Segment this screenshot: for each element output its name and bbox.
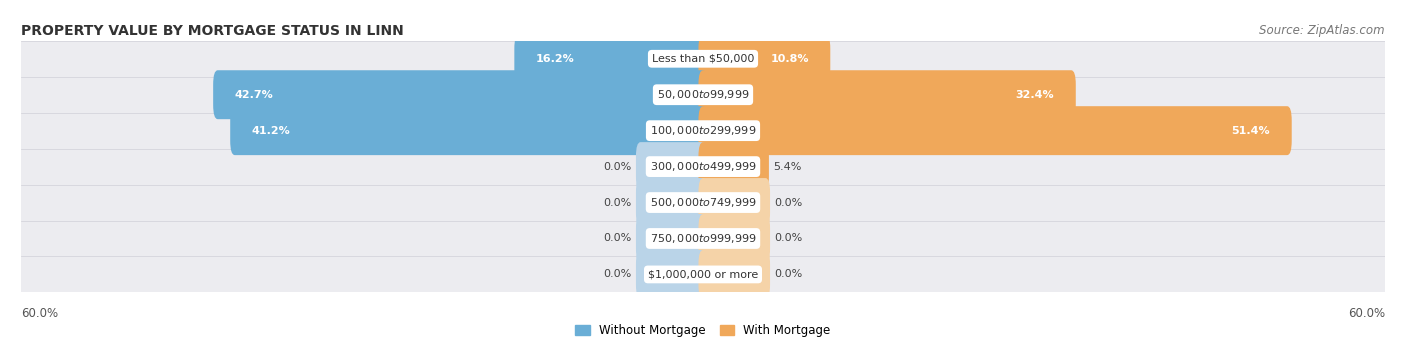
Text: $100,000 to $299,999: $100,000 to $299,999 [650, 124, 756, 137]
Text: $750,000 to $999,999: $750,000 to $999,999 [650, 232, 756, 245]
FancyBboxPatch shape [15, 51, 1391, 139]
FancyBboxPatch shape [15, 194, 1391, 283]
FancyBboxPatch shape [231, 106, 707, 155]
Text: $50,000 to $99,999: $50,000 to $99,999 [657, 88, 749, 101]
FancyBboxPatch shape [636, 142, 707, 191]
FancyBboxPatch shape [636, 178, 707, 227]
FancyBboxPatch shape [699, 106, 1292, 155]
Text: 10.8%: 10.8% [770, 54, 808, 64]
Text: 5.4%: 5.4% [773, 162, 801, 172]
FancyBboxPatch shape [636, 250, 707, 299]
Text: 42.7%: 42.7% [235, 90, 274, 100]
Text: 0.0%: 0.0% [603, 198, 631, 207]
Text: $1,000,000 or more: $1,000,000 or more [648, 269, 758, 279]
FancyBboxPatch shape [15, 122, 1391, 211]
Text: PROPERTY VALUE BY MORTGAGE STATUS IN LINN: PROPERTY VALUE BY MORTGAGE STATUS IN LIN… [21, 24, 404, 38]
Text: 0.0%: 0.0% [775, 269, 803, 279]
Text: Source: ZipAtlas.com: Source: ZipAtlas.com [1260, 24, 1385, 37]
Text: 51.4%: 51.4% [1232, 126, 1270, 136]
FancyBboxPatch shape [699, 70, 1076, 119]
FancyBboxPatch shape [15, 86, 1391, 175]
Text: Less than $50,000: Less than $50,000 [652, 54, 754, 64]
FancyBboxPatch shape [15, 15, 1391, 103]
Text: 60.0%: 60.0% [21, 307, 58, 320]
FancyBboxPatch shape [515, 34, 707, 83]
FancyBboxPatch shape [699, 142, 769, 191]
FancyBboxPatch shape [15, 230, 1391, 319]
Text: 16.2%: 16.2% [536, 54, 575, 64]
FancyBboxPatch shape [699, 178, 770, 227]
FancyBboxPatch shape [699, 250, 770, 299]
Legend: Without Mortgage, With Mortgage: Without Mortgage, With Mortgage [571, 319, 835, 340]
Text: 0.0%: 0.0% [603, 269, 631, 279]
Text: 0.0%: 0.0% [775, 234, 803, 243]
Text: 60.0%: 60.0% [1348, 307, 1385, 320]
Text: $500,000 to $749,999: $500,000 to $749,999 [650, 196, 756, 209]
FancyBboxPatch shape [214, 70, 707, 119]
FancyBboxPatch shape [699, 214, 770, 263]
Text: 0.0%: 0.0% [775, 198, 803, 207]
Text: $300,000 to $499,999: $300,000 to $499,999 [650, 160, 756, 173]
Text: 32.4%: 32.4% [1015, 90, 1054, 100]
FancyBboxPatch shape [636, 214, 707, 263]
Text: 0.0%: 0.0% [603, 162, 631, 172]
Text: 41.2%: 41.2% [252, 126, 291, 136]
FancyBboxPatch shape [699, 34, 831, 83]
Text: 0.0%: 0.0% [603, 234, 631, 243]
FancyBboxPatch shape [15, 158, 1391, 247]
